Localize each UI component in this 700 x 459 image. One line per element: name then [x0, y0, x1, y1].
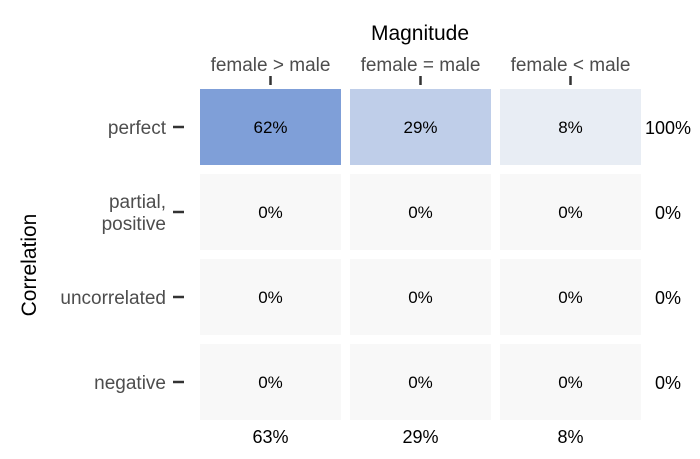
heatmap-cell	[350, 89, 491, 165]
column-total-label: 29%	[402, 427, 438, 447]
cell-value-label: 0%	[258, 203, 283, 222]
heatmap-cell	[500, 344, 641, 420]
heatmap-cell	[350, 344, 491, 420]
cell-value-label: 0%	[408, 373, 433, 392]
cells-layer	[200, 89, 641, 420]
y-axis-title: Correlation	[18, 214, 41, 317]
row-total-label: 0%	[655, 203, 681, 223]
heatmap-cell	[500, 174, 641, 250]
cell-value-label: 0%	[558, 203, 583, 222]
heatmap-cell	[200, 344, 341, 420]
heatmap-cell	[500, 89, 641, 165]
cell-value-label: 0%	[258, 288, 283, 307]
cell-value-label: 0%	[558, 373, 583, 392]
column-tick-label: female > male	[211, 55, 331, 76]
cell-value-label: 29%	[403, 118, 437, 137]
labels-layer: 62% 29% 8% 0% 0% 0% 0% 0% 0% 0% 0% 0% female > male f…	[60, 55, 691, 447]
row-tick-label: perfect	[108, 118, 167, 139]
heatmap-cell	[350, 174, 491, 250]
heatmap-cell	[200, 259, 341, 335]
cell-value-label: 0%	[258, 373, 283, 392]
cell-value-label: 0%	[408, 288, 433, 307]
cell-value-label: 8%	[558, 118, 583, 137]
column-tick-label: female < male	[511, 55, 631, 76]
heatmap-cell	[200, 89, 341, 165]
column-total-label: 8%	[557, 427, 583, 447]
cell-value-label: 0%	[558, 288, 583, 307]
cell-value-label: 0%	[408, 203, 433, 222]
row-tick-label: negative	[94, 373, 166, 394]
row-total-label: 0%	[655, 373, 681, 393]
x-axis-title: Magnitude	[371, 22, 469, 45]
cell-value-label: 62%	[253, 118, 287, 137]
heatmap-cell	[200, 174, 341, 250]
column-total-label: 63%	[252, 427, 288, 447]
row-total-label: 100%	[645, 118, 691, 138]
row-total-label: 0%	[655, 288, 681, 308]
heatmap-cell	[500, 259, 641, 335]
row-tick-label: partial, positive	[102, 192, 166, 235]
heatmap-cell	[350, 259, 491, 335]
column-tick-label: female = male	[361, 55, 481, 76]
row-tick-label: uncorrelated	[60, 288, 166, 309]
